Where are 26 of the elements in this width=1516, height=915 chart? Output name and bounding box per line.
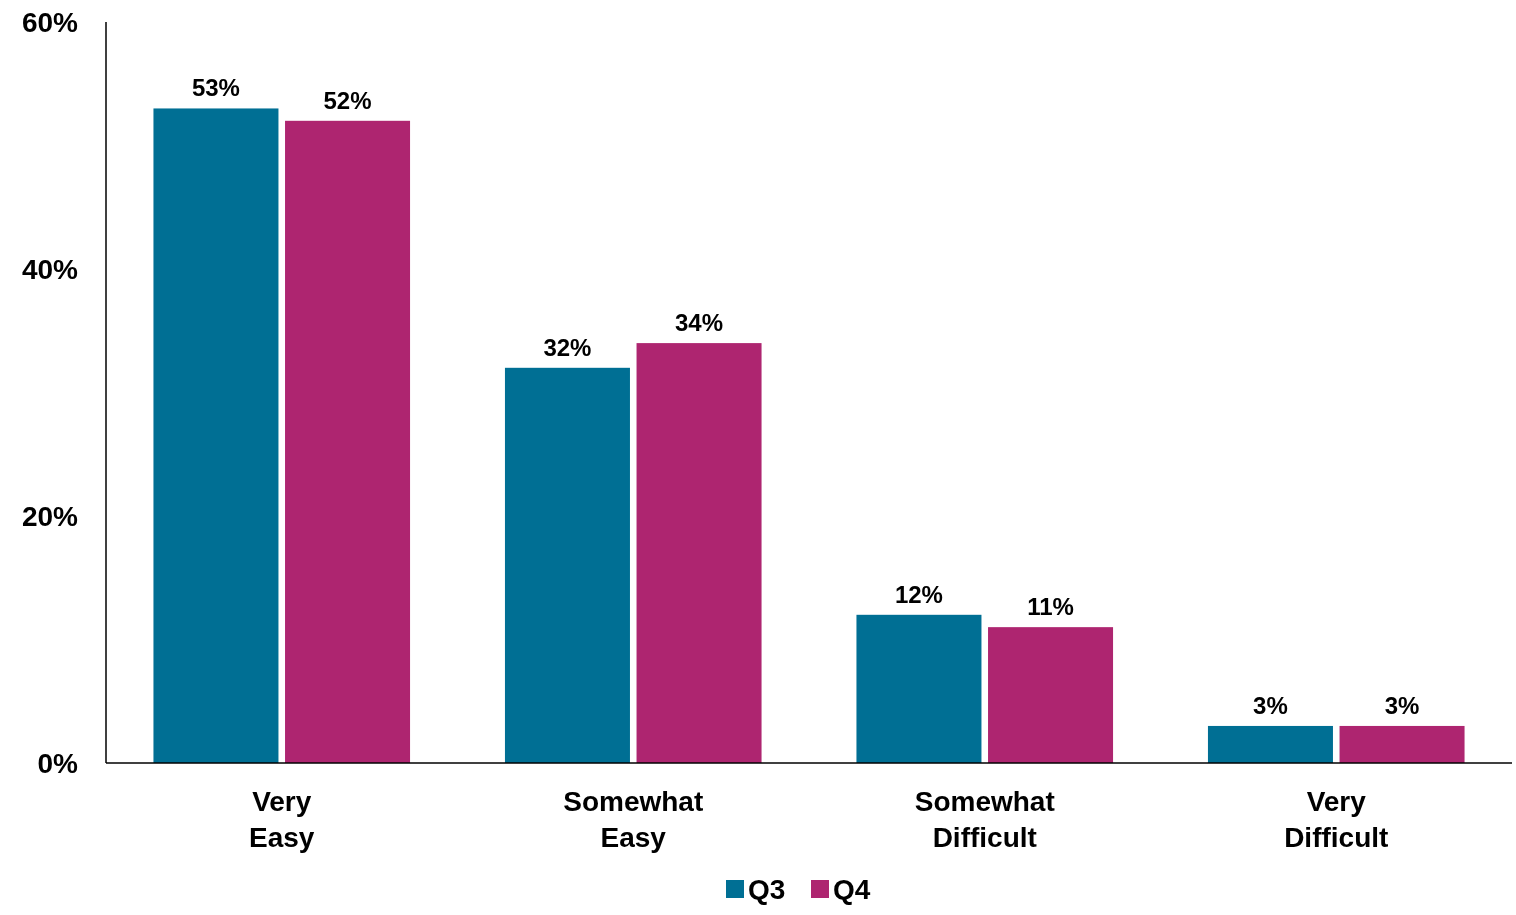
bar [1207, 725, 1333, 763]
bar [856, 614, 982, 763]
y-tick-label: 60% [21, 6, 79, 38]
bar [988, 627, 1114, 763]
data-label: 32% [543, 333, 592, 361]
y-tick-label: 0% [37, 747, 79, 779]
data-label: 34% [675, 309, 724, 337]
data-label: 3% [1384, 691, 1420, 719]
data-label: 53% [191, 74, 240, 102]
bar [285, 120, 411, 763]
bar [636, 343, 762, 763]
bar [504, 367, 630, 763]
legend-label: Q4 [833, 873, 871, 905]
data-label: 52% [323, 86, 372, 114]
legend-label: Q3 [748, 873, 786, 905]
bar [1339, 725, 1465, 763]
y-tick-label: 20% [21, 500, 79, 532]
data-label: 11% [1027, 593, 1074, 621]
bar [153, 108, 279, 763]
y-tick-label: 40% [21, 253, 79, 285]
x-tick-label: Somewhat Easy [563, 786, 704, 853]
data-label: 3% [1253, 691, 1288, 719]
data-label: 12% [894, 580, 943, 608]
x-tick-label: Very Easy [249, 786, 315, 853]
x-tick-label: Very Difficult [1284, 786, 1389, 853]
x-tick-label: Somewhat Difficult [914, 786, 1055, 853]
